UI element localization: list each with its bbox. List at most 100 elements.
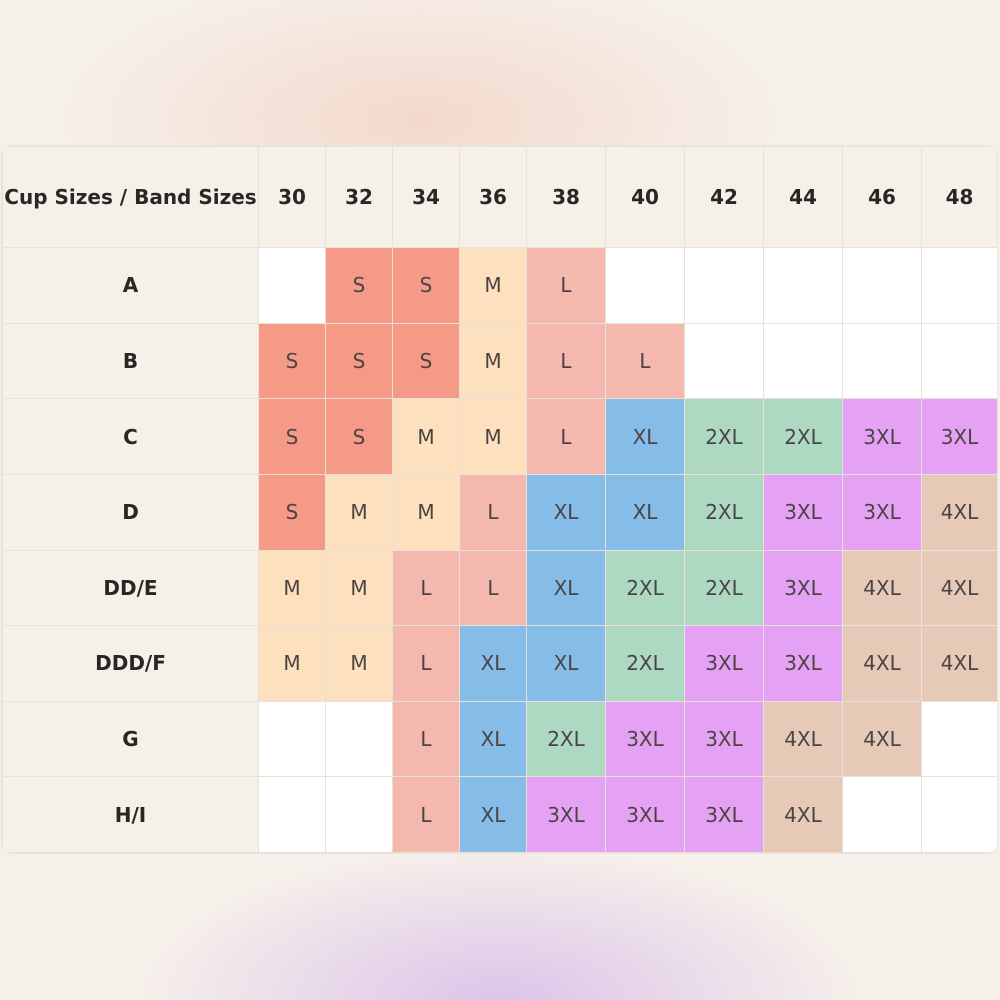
band-size-header: 48 — [921, 146, 997, 248]
size-cell: 3XL — [842, 398, 922, 475]
size-cell: M — [392, 398, 460, 475]
size-cell: 4XL — [763, 700, 843, 778]
size-cell: XL — [459, 776, 527, 853]
cup-size-label: G — [2, 700, 259, 778]
cup-size-label: A — [2, 247, 259, 324]
size-cell: S — [258, 398, 326, 475]
size-cell: L — [392, 776, 460, 853]
empty-size-cell — [325, 776, 393, 853]
size-chart-card: Cup Sizes / Band Sizes 30 32 34 36 38 40… — [2, 146, 997, 853]
size-cell: 3XL — [605, 776, 685, 853]
band-size-header: 42 — [684, 146, 764, 248]
size-cell: 3XL — [842, 473, 922, 551]
size-cell: 2XL — [605, 625, 685, 702]
size-cell: M — [325, 549, 393, 627]
empty-size-cell — [258, 700, 326, 778]
empty-size-cell — [605, 247, 685, 324]
size-cell: 2XL — [684, 473, 764, 551]
size-cell: S — [258, 322, 326, 400]
size-cell: XL — [605, 398, 685, 475]
size-cell: L — [526, 398, 606, 475]
empty-size-cell — [258, 247, 326, 324]
corner-header: Cup Sizes / Band Sizes — [2, 146, 259, 248]
size-cell: 4XL — [921, 549, 997, 627]
cup-size-label: DDD/F — [2, 625, 259, 702]
size-cell: 4XL — [842, 625, 922, 702]
size-chart-body: A S S M L B S S S M L L C S S M M L XL 2XL 2XL 3XL 3XL D S M M L XL X… — [2, 247, 997, 853]
cup-size-row: H/I L XL 3XL 3XL 3XL 4XL — [2, 776, 997, 853]
cup-size-label: H/I — [2, 776, 259, 853]
size-cell: 4XL — [842, 700, 922, 778]
size-cell: XL — [526, 473, 606, 551]
size-cell: 2XL — [526, 700, 606, 778]
cup-size-row: G L XL 2XL 3XL 3XL 4XL 4XL — [2, 700, 997, 778]
empty-size-cell — [921, 247, 997, 324]
size-cell: 3XL — [763, 473, 843, 551]
size-cell: L — [459, 473, 527, 551]
band-size-header: 40 — [605, 146, 685, 248]
cup-size-label: B — [2, 322, 259, 400]
size-cell: M — [325, 473, 393, 551]
size-cell: 3XL — [763, 625, 843, 702]
size-cell: L — [526, 247, 606, 324]
band-size-header: 36 — [459, 146, 527, 248]
empty-size-cell — [842, 322, 922, 400]
size-cell: M — [459, 398, 527, 475]
band-size-header-row: Cup Sizes / Band Sizes 30 32 34 36 38 40… — [2, 146, 997, 248]
cup-size-label: C — [2, 398, 259, 475]
band-size-header: 38 — [526, 146, 606, 248]
size-cell: 2XL — [763, 398, 843, 475]
empty-size-cell — [921, 700, 997, 778]
size-cell: 3XL — [526, 776, 606, 853]
empty-size-cell — [325, 700, 393, 778]
empty-size-cell — [921, 322, 997, 400]
cup-size-row: C S S M M L XL 2XL 2XL 3XL 3XL — [2, 398, 997, 475]
size-cell: 3XL — [763, 549, 843, 627]
empty-size-cell — [763, 322, 843, 400]
size-cell: 4XL — [921, 625, 997, 702]
size-cell: L — [459, 549, 527, 627]
size-chart-table: Cup Sizes / Band Sizes 30 32 34 36 38 40… — [2, 146, 997, 853]
size-cell: L — [392, 625, 460, 702]
size-cell: S — [325, 247, 393, 324]
empty-size-cell — [842, 776, 922, 853]
size-cell: L — [605, 322, 685, 400]
size-cell: 3XL — [605, 700, 685, 778]
size-cell: XL — [526, 625, 606, 702]
cup-size-row: D S M M L XL XL 2XL 3XL 3XL 4XL — [2, 473, 997, 551]
empty-size-cell — [921, 776, 997, 853]
size-cell: 2XL — [605, 549, 685, 627]
size-cell: S — [392, 322, 460, 400]
empty-size-cell — [684, 247, 764, 324]
size-cell: 3XL — [921, 398, 997, 475]
size-cell: S — [392, 247, 460, 324]
size-cell: M — [392, 473, 460, 551]
size-cell: M — [325, 625, 393, 702]
size-cell: 3XL — [684, 625, 764, 702]
size-cell: L — [526, 322, 606, 400]
size-cell: 2XL — [684, 549, 764, 627]
size-cell: M — [258, 625, 326, 702]
size-cell: XL — [459, 625, 527, 702]
cup-size-row: DD/E M M L L XL 2XL 2XL 3XL 4XL 4XL — [2, 549, 997, 627]
cup-size-label: DD/E — [2, 549, 259, 627]
size-cell: M — [459, 322, 527, 400]
size-cell: 4XL — [842, 549, 922, 627]
size-cell: 3XL — [684, 700, 764, 778]
size-cell: M — [258, 549, 326, 627]
band-size-header: 46 — [842, 146, 922, 248]
size-cell: 4XL — [921, 473, 997, 551]
cup-size-label: D — [2, 473, 259, 551]
size-cell: M — [459, 247, 527, 324]
size-cell: S — [325, 322, 393, 400]
size-cell: 3XL — [684, 776, 764, 853]
size-cell: L — [392, 549, 460, 627]
band-size-header: 30 — [258, 146, 326, 248]
empty-size-cell — [684, 322, 764, 400]
band-size-header: 44 — [763, 146, 843, 248]
size-cell: L — [392, 700, 460, 778]
size-cell: XL — [459, 700, 527, 778]
empty-size-cell — [842, 247, 922, 324]
